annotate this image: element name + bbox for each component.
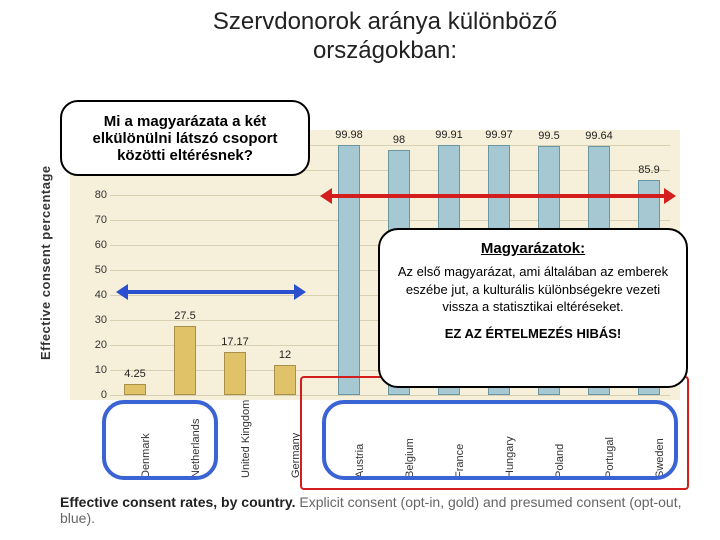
y-tick-label: 10 xyxy=(85,364,107,376)
y-tick-label: 60 xyxy=(85,239,107,251)
chart-caption: Effective consent rates, by country. Exp… xyxy=(60,494,720,526)
y-axis-label: Effective consent percentage xyxy=(38,165,53,360)
y-tick-label: 0 xyxy=(85,389,107,401)
bar-value-label: 27.5 xyxy=(165,310,205,322)
bar-value-label: 12 xyxy=(265,349,305,361)
page-title: Szervdonorok aránya különböző országokba… xyxy=(170,8,600,66)
bar-austria xyxy=(338,145,360,395)
bar-value-label: 17.17 xyxy=(215,336,255,348)
blue-group-box-gold xyxy=(102,400,218,480)
blue-arrow xyxy=(116,290,306,294)
explanation-callout: Magyarázatok: Az első magyarázat, ami ál… xyxy=(378,228,688,388)
y-tick-label: 50 xyxy=(85,264,107,276)
bar-value-label: 85.9 xyxy=(629,164,669,176)
question-callout: Mi a magyarázata a két elkülönülni látsz… xyxy=(60,100,310,176)
bar-netherlands xyxy=(174,326,196,395)
bar-value-label: 99.64 xyxy=(579,130,619,142)
bar-germany xyxy=(274,365,296,395)
x-axis-label: United Kingdom xyxy=(240,400,252,478)
bar-value-label: 98 xyxy=(379,134,419,146)
caption-bold: Effective consent rates, by country. xyxy=(60,494,295,510)
bar-value-label: 99.5 xyxy=(529,130,569,142)
bar-value-label: 4.25 xyxy=(115,368,155,380)
y-tick-label: 20 xyxy=(85,339,107,351)
explanation-body: Az első magyarázat, ami általában az emb… xyxy=(394,263,672,316)
y-tick-label: 30 xyxy=(85,314,107,326)
bar-value-label: 99.97 xyxy=(479,129,519,141)
bar-value-label: 99.98 xyxy=(329,129,369,141)
y-tick-label: 70 xyxy=(85,214,107,226)
bar-united-kingdom xyxy=(224,352,246,395)
explanation-warning: EZ AZ ÉRTELMEZÉS HIBÁS! xyxy=(394,326,672,341)
explanation-heading: Magyarázatok: xyxy=(394,240,672,257)
y-tick-label: 40 xyxy=(85,289,107,301)
bar-denmark xyxy=(124,384,146,395)
bar-value-label: 99.91 xyxy=(429,129,469,141)
red-arrow xyxy=(320,194,676,198)
blue-group-box-blue xyxy=(322,400,678,480)
y-tick-label: 80 xyxy=(85,189,107,201)
